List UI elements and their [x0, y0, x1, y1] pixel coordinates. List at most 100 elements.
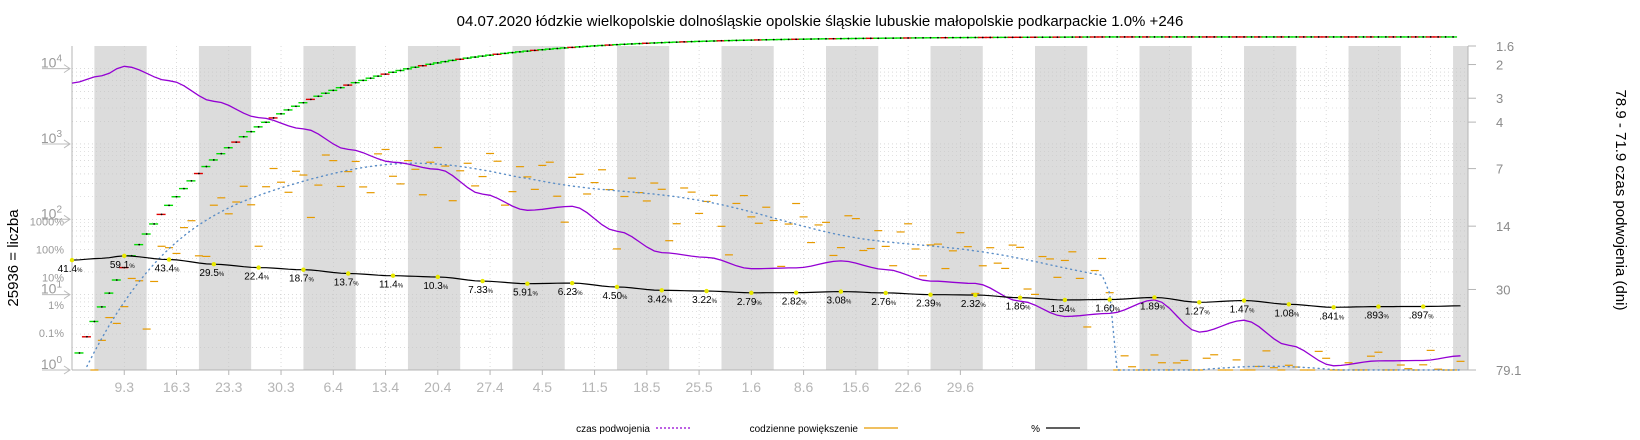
y-right-tick-label: 4	[1496, 115, 1503, 130]
percent-label: .897%	[1409, 311, 1434, 322]
legend-doubling-label: czas podwojenia	[576, 424, 650, 435]
percent-label: 3.42%	[647, 294, 672, 305]
count-point	[362, 79, 365, 82]
count-point	[519, 50, 521, 53]
count-point	[713, 40, 715, 42]
count-point	[1198, 36, 1201, 38]
count-point	[227, 146, 230, 149]
percent-label: 1.08%	[1274, 308, 1299, 319]
count-point	[937, 36, 939, 39]
weekend-band	[94, 46, 147, 370]
count-point	[302, 101, 305, 104]
count-point	[354, 81, 357, 84]
count-point	[235, 141, 238, 143]
count-point	[757, 39, 760, 41]
count-point	[93, 320, 96, 323]
count-point	[877, 37, 880, 40]
count-point	[854, 37, 857, 40]
y-right-tick-label: 1.6	[1496, 39, 1514, 54]
count-point	[1108, 36, 1111, 38]
x-tick-label: 16.3	[163, 379, 190, 395]
count-point	[1325, 36, 1328, 38]
count-point	[586, 45, 589, 48]
count-point	[1138, 36, 1141, 38]
count-point	[421, 64, 424, 67]
percent-label: 59.1%	[110, 260, 135, 271]
percent-marker	[1286, 302, 1292, 307]
count-point	[451, 59, 454, 62]
percent-marker	[301, 267, 306, 272]
count-point	[474, 56, 477, 58]
count-point	[989, 36, 992, 39]
percent-label: 1.60%	[1095, 304, 1120, 315]
count-point	[862, 37, 865, 40]
weekend-band	[930, 46, 983, 370]
count-point	[212, 159, 215, 161]
legend-daily-label: codzienne powiększenie	[750, 424, 859, 435]
y-right-tick-label: 79.1	[1496, 363, 1521, 378]
count-point	[324, 92, 327, 95]
count-point	[1093, 36, 1096, 38]
count-point	[750, 39, 753, 41]
percent-label: 10.3%	[423, 281, 448, 292]
count-point	[571, 46, 574, 49]
x-tick-label: 9.3	[115, 379, 135, 395]
count-point	[1452, 36, 1454, 38]
count-point	[257, 125, 260, 128]
percent-label: 3.22%	[692, 295, 717, 306]
count-point	[1258, 36, 1260, 38]
count-point	[802, 38, 805, 41]
count-point	[1332, 36, 1335, 38]
count-point	[1123, 36, 1126, 38]
count-point	[1392, 36, 1395, 38]
count-point	[1049, 36, 1051, 39]
percent-marker	[69, 257, 75, 263]
count-point	[795, 38, 798, 41]
percent-marker	[883, 290, 888, 296]
count-point	[1444, 36, 1447, 38]
count-point	[1287, 36, 1290, 38]
percent-label: 22.4%	[244, 272, 269, 283]
count-point	[787, 38, 790, 41]
percent-marker	[973, 292, 978, 298]
weekend-band	[1453, 46, 1468, 370]
count-point	[489, 54, 491, 57]
count-point	[1175, 36, 1178, 38]
count-point	[466, 57, 469, 60]
count-point	[198, 172, 200, 175]
count-point	[1377, 36, 1380, 38]
percent-label: 2.76%	[871, 297, 896, 308]
count-point	[1317, 36, 1320, 38]
y-left-count-tick: 103	[41, 129, 63, 146]
count-point	[1146, 36, 1148, 38]
count-point	[1153, 36, 1156, 38]
count-point	[1026, 36, 1029, 39]
x-tick-label: 29.6	[947, 379, 974, 395]
count-point	[556, 47, 559, 50]
percent-marker	[480, 278, 485, 284]
count-point	[1355, 36, 1357, 38]
percent-label: 6.23%	[558, 287, 583, 298]
count-point	[444, 60, 447, 63]
count-point	[869, 37, 872, 40]
weekend-band	[407, 46, 461, 370]
count-point	[1384, 36, 1387, 38]
count-point	[1265, 36, 1268, 38]
percent-marker	[1421, 304, 1426, 309]
count-point	[1101, 36, 1104, 38]
count-point	[772, 38, 775, 41]
count-point	[399, 69, 402, 72]
percent-marker	[1017, 295, 1023, 300]
count-point	[966, 36, 969, 39]
percent-marker	[749, 290, 754, 295]
percent-marker	[1152, 295, 1157, 300]
count-point	[899, 37, 902, 39]
count-point	[1399, 36, 1402, 38]
y-left-pct-tick: 100%	[36, 244, 64, 256]
x-tick-label: 11.5	[581, 379, 607, 395]
weekend-band	[1348, 46, 1401, 370]
count-point	[653, 42, 656, 44]
percent-label: 1.86%	[1006, 302, 1031, 313]
y-left-pct-tick: 1%	[48, 300, 64, 312]
